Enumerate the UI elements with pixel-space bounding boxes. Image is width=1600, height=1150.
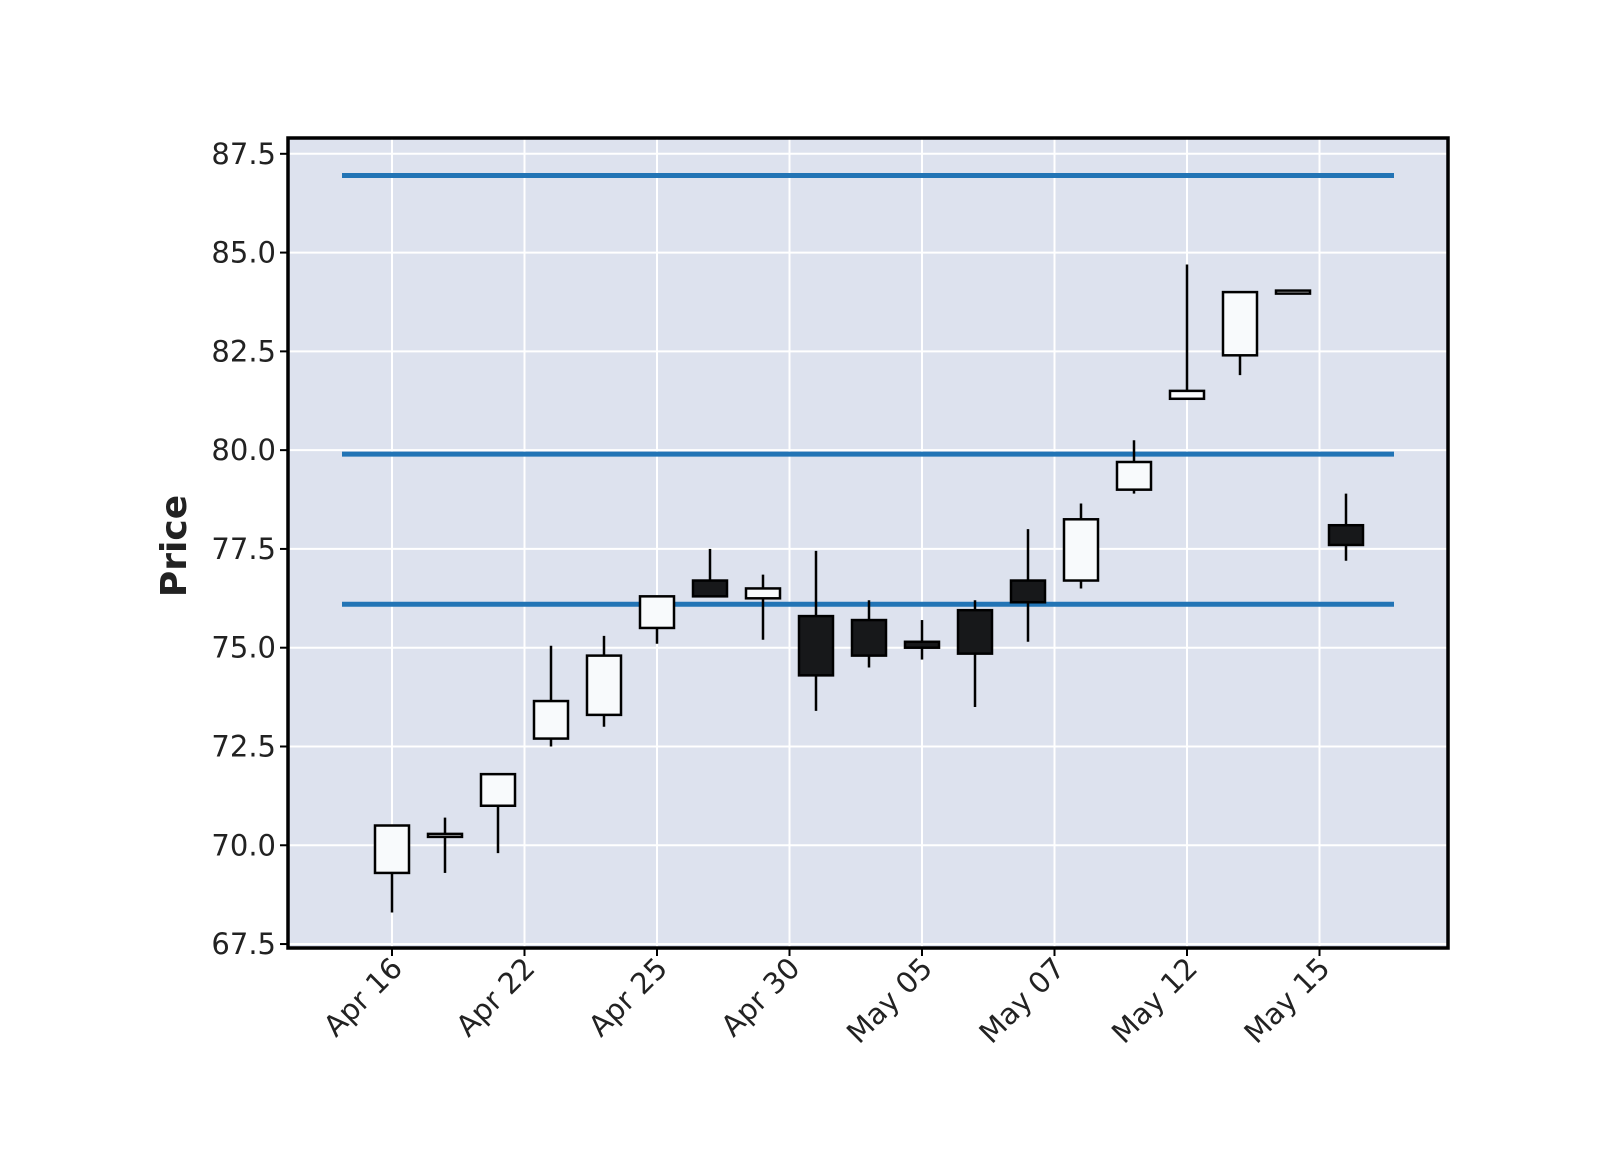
candle-body xyxy=(797,614,835,677)
candle-body xyxy=(850,618,888,657)
candle-body xyxy=(426,832,464,839)
candle xyxy=(1274,289,1312,295)
y-tick-label: 67.5 xyxy=(211,927,276,961)
x-tick-label: Apr 22 xyxy=(449,951,541,1043)
candle xyxy=(850,600,888,668)
x-tick-label: May 12 xyxy=(1105,951,1204,1050)
candle-body xyxy=(638,595,676,630)
y-axis-title: Price xyxy=(154,495,195,597)
candle-body xyxy=(373,824,411,875)
candle xyxy=(585,635,623,727)
candle-body xyxy=(532,699,570,740)
candle-body xyxy=(1168,389,1206,401)
grid xyxy=(288,138,1448,948)
candle-body xyxy=(585,654,623,717)
candle-body xyxy=(479,772,517,808)
candle xyxy=(426,817,464,873)
candle xyxy=(956,600,994,707)
y-axis-ticks: 67.5 70.0 72.5 75.0 77.5 80.0 82.5 85.0 87.5 xyxy=(211,137,288,961)
candle xyxy=(373,824,411,913)
y-tick-label: 87.5 xyxy=(211,137,276,171)
x-tick-label: Apr 16 xyxy=(317,951,409,1043)
candle-body xyxy=(1274,289,1312,295)
y-tick-label: 85.0 xyxy=(211,236,276,270)
candle xyxy=(744,574,782,640)
x-tick-label: May 07 xyxy=(972,951,1071,1050)
candle xyxy=(1062,503,1100,589)
candle-body xyxy=(691,579,729,598)
y-tick-label: 82.5 xyxy=(211,334,276,368)
y-tick-label: 75.0 xyxy=(211,631,276,665)
candle xyxy=(479,772,517,854)
plot-frame xyxy=(286,136,1450,950)
candles xyxy=(373,264,1365,913)
candle xyxy=(532,645,570,747)
y-tick-label: 77.5 xyxy=(211,532,276,566)
candle xyxy=(1221,290,1259,376)
candle-body xyxy=(956,608,994,655)
x-tick-label: May 05 xyxy=(840,951,939,1050)
candle xyxy=(1009,529,1047,642)
candle-body xyxy=(744,587,782,600)
y-tick-label: 72.5 xyxy=(211,729,276,763)
candle-body xyxy=(1327,523,1365,547)
y-tick-label: 70.0 xyxy=(211,828,276,862)
candle xyxy=(1327,493,1365,561)
candle xyxy=(691,548,729,598)
candle xyxy=(797,550,835,711)
x-tick-label: Apr 25 xyxy=(582,951,674,1043)
candle-body xyxy=(1221,290,1259,357)
candle xyxy=(903,620,941,660)
candle xyxy=(1168,264,1206,401)
candle-body xyxy=(1009,579,1047,604)
y-tick-label: 80.0 xyxy=(211,433,276,467)
plot-background xyxy=(288,138,1448,948)
candle xyxy=(638,595,676,644)
candle-body xyxy=(1062,518,1100,582)
x-tick-label: May 15 xyxy=(1237,951,1336,1050)
candle xyxy=(1115,440,1153,494)
candle-body xyxy=(903,640,941,649)
x-axis-ticks: Apr 16 Apr 22 Apr 25 Apr 30 May 05 May 07 May … xyxy=(317,948,1336,1050)
candle-body xyxy=(1115,460,1153,491)
x-tick-label: Apr 30 xyxy=(714,951,806,1043)
